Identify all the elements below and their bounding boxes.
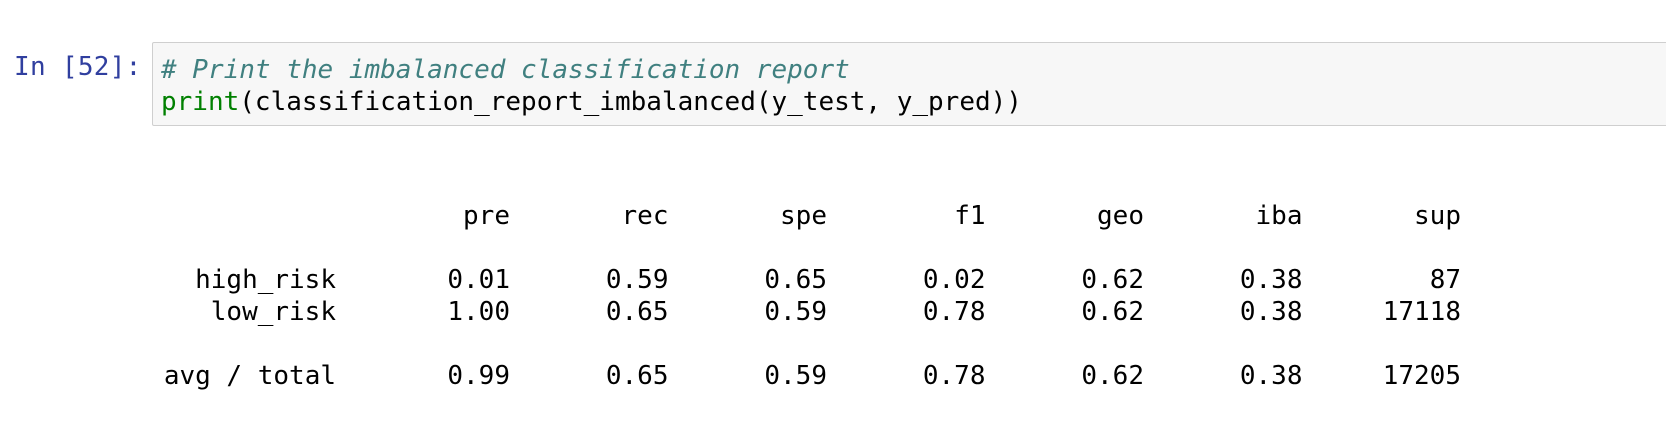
report-header-row: pre rec spe f1 geo iba sup bbox=[160, 200, 1461, 232]
table-cell: 0.78 bbox=[922, 361, 986, 391]
column-header: rec bbox=[621, 201, 669, 231]
table-cell: 0.02 bbox=[922, 265, 986, 295]
column-header: pre bbox=[463, 201, 510, 231]
report-row-high-risk: high_risk 0.01 0.59 0.65 0.02 0.62 0.38 … bbox=[160, 264, 1461, 296]
table-cell: 0.62 bbox=[1081, 265, 1144, 295]
table-cell: 17118 bbox=[1382, 297, 1461, 327]
input-prompt: In [52]: bbox=[14, 52, 142, 82]
blank-row bbox=[160, 232, 1461, 264]
column-header: geo bbox=[1097, 201, 1144, 231]
classification-report-table: pre rec spe f1 geo iba sup high_risk 0.0… bbox=[160, 200, 1461, 392]
row-label: high_risk bbox=[195, 265, 336, 295]
table-cell: 0.62 bbox=[1081, 361, 1144, 391]
table-cell: 0.78 bbox=[922, 297, 986, 327]
table-cell: 0.59 bbox=[764, 361, 827, 391]
table-cell: 0.59 bbox=[605, 265, 669, 295]
table-cell: 17205 bbox=[1382, 361, 1461, 391]
row-label: avg / total bbox=[163, 361, 336, 391]
column-header: iba bbox=[1255, 201, 1303, 231]
table-cell: 0.65 bbox=[764, 265, 827, 295]
table-cell: 0.99 bbox=[447, 361, 510, 391]
column-header: spe bbox=[780, 201, 827, 231]
column-header: sup bbox=[1414, 201, 1461, 231]
report-row-avg-total: avg / total 0.99 0.65 0.59 0.78 0.62 0.3… bbox=[160, 360, 1461, 392]
previous-output-fragment bbox=[380, 0, 394, 2]
table-cell: 0.65 bbox=[605, 361, 669, 391]
row-label: low_risk bbox=[210, 297, 336, 327]
table-cell: 87 bbox=[1429, 265, 1461, 295]
table-cell: 0.59 bbox=[764, 297, 827, 327]
blank-row bbox=[160, 328, 1461, 360]
report-row-low-risk: low_risk 1.00 0.65 0.59 0.78 0.62 0.38 1… bbox=[160, 296, 1461, 328]
code-editor[interactable]: # Print the imbalanced classification re… bbox=[152, 42, 1666, 126]
code-call-args: (classification_report_imbalanced(y_test… bbox=[239, 87, 1022, 117]
header-blank bbox=[160, 200, 336, 232]
table-cell: 0.38 bbox=[1239, 297, 1303, 327]
cell-output: pre rec spe f1 geo iba sup high_risk 0.0… bbox=[160, 140, 1461, 422]
table-cell: 0.38 bbox=[1239, 265, 1303, 295]
code-comment: # Print the imbalanced classification re… bbox=[161, 55, 850, 85]
table-cell: 0.01 bbox=[447, 265, 510, 295]
table-cell: 0.38 bbox=[1239, 361, 1303, 391]
table-cell: 0.62 bbox=[1081, 297, 1144, 327]
code-line-comment: # Print the imbalanced classification re… bbox=[161, 55, 850, 85]
table-cell: 0.65 bbox=[605, 297, 669, 327]
code-builtin-print: print bbox=[161, 87, 240, 117]
table-cell: 1.00 bbox=[447, 297, 510, 327]
code-line-print: print(classification_report_imbalanced(y… bbox=[161, 87, 1022, 117]
column-header: f1 bbox=[954, 201, 986, 231]
